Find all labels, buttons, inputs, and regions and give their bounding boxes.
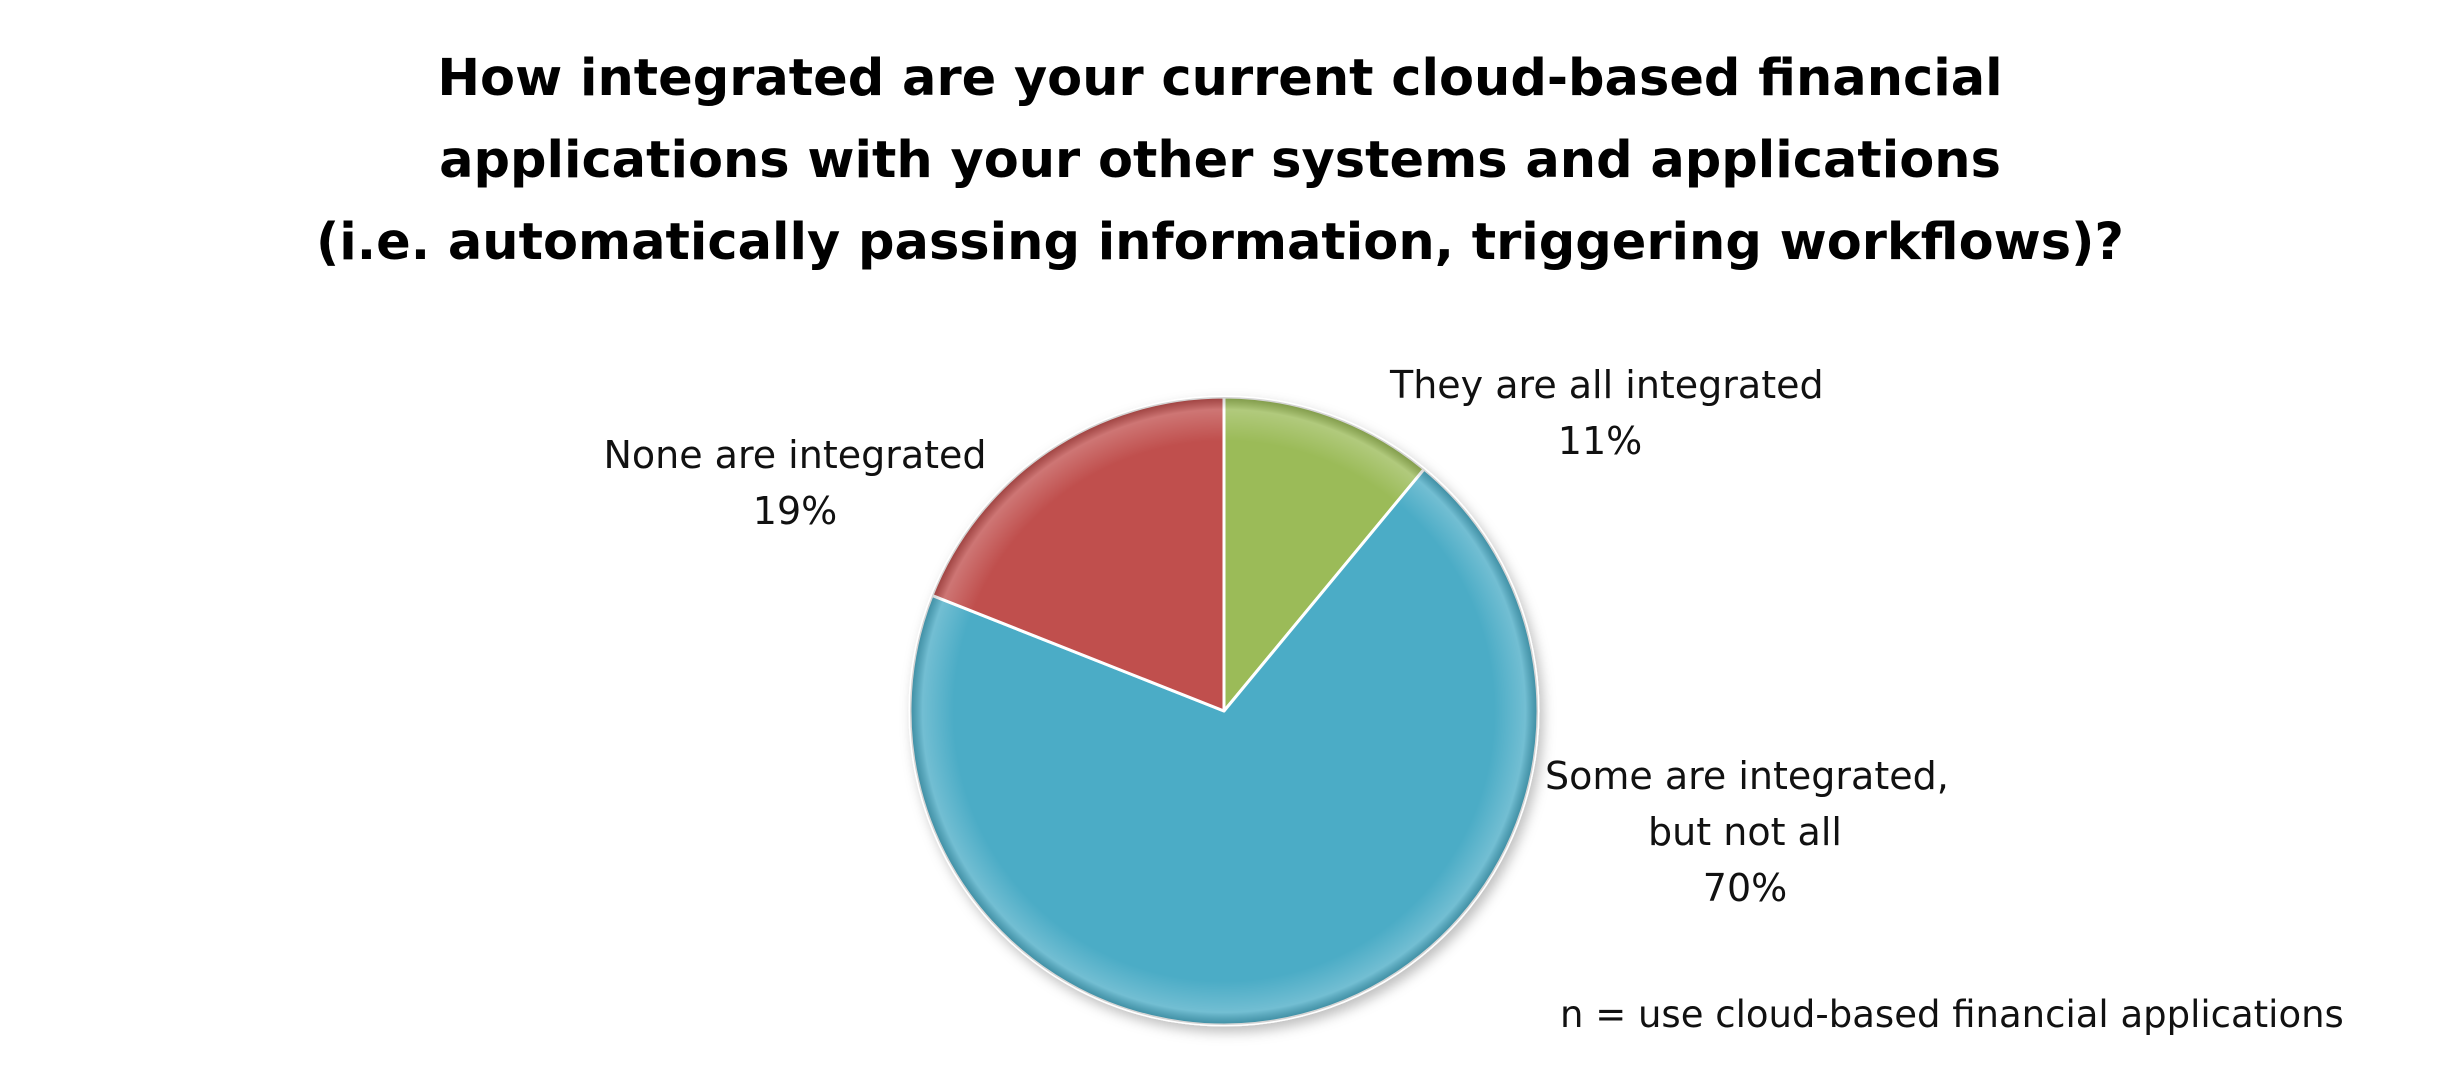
slice-label-none-integrated: None are integrated 19% <box>595 427 995 539</box>
pie-bevel-highlight <box>910 397 1538 1025</box>
slice-label-some-integrated-line-2: but not all <box>1648 810 1842 854</box>
slice-label-none-integrated-text: None are integrated <box>603 433 987 477</box>
slice-label-some-integrated: Some are integrated, but not all 70% <box>1545 748 1949 916</box>
chart-title: How integrated are your current cloud-ba… <box>0 38 2440 284</box>
slice-value-some-integrated: 70% <box>1702 866 1788 910</box>
sample-footnote: n = use cloud-based financial applicatio… <box>1560 993 2344 1036</box>
slice-value-all-integrated: 11% <box>1557 419 1643 463</box>
slice-label-all-integrated-text: They are all integrated <box>1390 363 1824 407</box>
chart-title-line-1: How integrated are your current cloud-ba… <box>437 49 2003 108</box>
slice-label-all-integrated: They are all integrated 11% <box>1390 357 1824 469</box>
slice-label-some-integrated-line-1: Some are integrated, <box>1545 754 1949 798</box>
chart-title-line-2: applications with your other systems and… <box>439 131 2001 190</box>
slice-value-none-integrated: 19% <box>752 489 838 533</box>
chart-title-line-3: (i.e. automatically passing information,… <box>315 213 2125 272</box>
